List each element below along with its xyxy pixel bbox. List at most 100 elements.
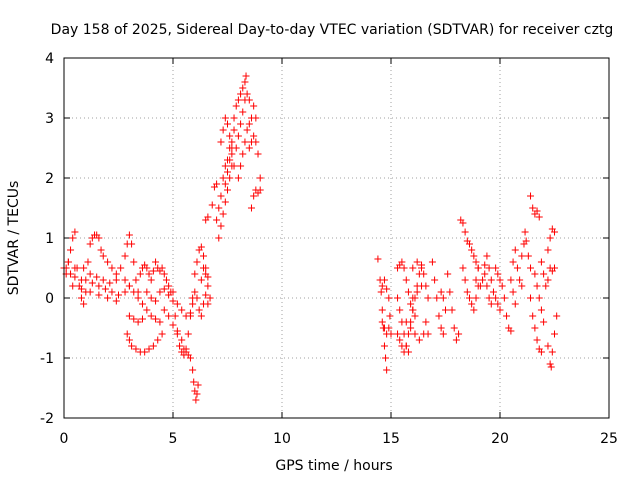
data-point [243,90,251,98]
data-point [411,312,419,320]
data-point [472,276,480,284]
data-point [237,90,245,98]
x-tick-label: 10 [273,431,291,447]
data-point [125,231,133,239]
data-point [374,255,382,263]
data-point [152,258,160,266]
chart-title: Day 158 of 2025, Sidereal Day-to-day VTE… [51,22,614,38]
data-point [192,396,200,404]
data-point [509,288,517,296]
data-point [254,150,262,158]
data-point [378,282,386,290]
data-point [521,228,529,236]
data-point [553,312,561,320]
data-point [217,192,225,200]
data-point [433,294,441,302]
data-point [448,306,456,314]
data-point [219,174,227,182]
x-axis-label: GPS time / hours [275,458,392,474]
data-point [439,330,447,338]
data-point [204,282,212,290]
data-point [195,306,203,314]
data-point [152,315,160,323]
data-point [243,126,251,134]
data-point [156,318,164,326]
data-point [217,138,225,146]
data-point [386,312,394,320]
data-point [382,354,390,362]
data-point [108,288,116,296]
data-point [186,312,194,320]
data-point [193,294,201,302]
data-point [221,198,229,206]
data-point [380,276,388,284]
data-point [121,252,129,260]
y-tick-label: 0 [45,291,54,307]
data-point [82,276,90,284]
data-point [99,252,107,260]
data-point [165,291,173,299]
data-point [158,330,166,338]
data-point [485,294,493,302]
data-point [537,258,545,266]
data-point [385,294,393,302]
data-point [134,294,142,302]
data-point [492,264,500,272]
data-point [121,276,129,284]
data-point [84,258,92,266]
data-point [104,258,112,266]
data-point [461,228,469,236]
data-point [197,243,205,251]
data-point [184,330,192,338]
data-point [189,300,197,308]
data-point [221,180,229,188]
data-point [383,285,391,293]
data-point [143,306,151,314]
data-point [130,288,138,296]
data-point [400,330,408,338]
data-point [468,300,476,308]
data-point [252,138,260,146]
data-point [165,312,173,320]
data-point [383,366,391,374]
data-point [162,276,170,284]
data-point [465,240,473,248]
data-point [533,336,541,344]
data-point [400,264,408,272]
data-point [112,276,120,284]
data-point [468,246,476,254]
data-point [69,234,77,242]
data-point [125,312,133,320]
data-point [383,330,391,338]
data-point [411,330,419,338]
grid-lines [64,58,609,418]
data-point [234,132,242,140]
data-point [413,258,421,266]
data-point [540,318,548,326]
plot-frame [63,57,610,419]
data-point [407,300,415,308]
data-point [77,294,85,302]
data-point [224,168,231,176]
data-point [67,246,75,254]
data-point [169,297,177,305]
data-point [437,288,445,296]
data-point [494,300,502,308]
data-point [481,261,489,269]
data-point [422,318,430,326]
data-point [418,282,426,290]
data-point [245,144,253,152]
data-point [202,291,210,299]
data-point [522,237,530,245]
data-point [503,312,511,320]
y-axis-label: SDTVAR / TECUs [6,181,22,296]
data-point [234,96,242,104]
data-point [546,360,554,368]
data-point [88,279,96,287]
data-point [470,306,478,314]
data-point [178,336,186,344]
data-point [190,378,198,386]
data-point [224,186,231,194]
data-point [104,294,112,302]
